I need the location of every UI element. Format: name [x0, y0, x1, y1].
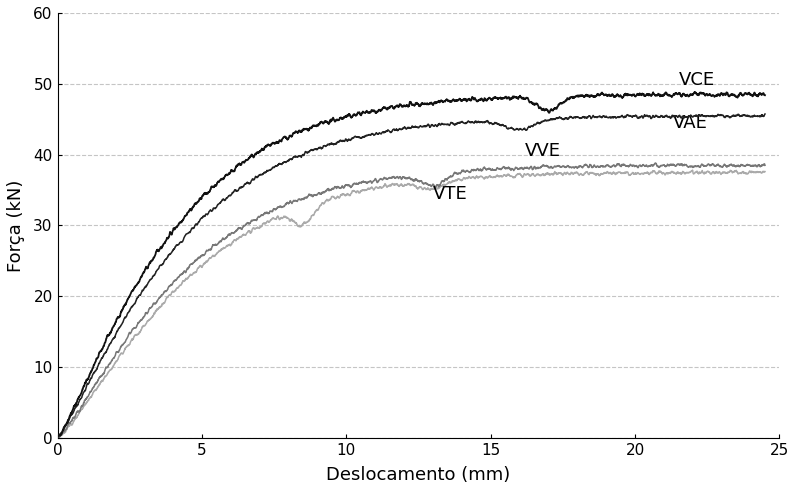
X-axis label: Deslocamento (mm): Deslocamento (mm): [326, 466, 510, 484]
Text: VAE: VAE: [673, 114, 708, 132]
Text: VCE: VCE: [678, 71, 715, 89]
Y-axis label: Força (kN): Força (kN): [7, 179, 25, 272]
Text: VVE: VVE: [525, 142, 561, 160]
Text: VTE: VTE: [433, 185, 468, 202]
